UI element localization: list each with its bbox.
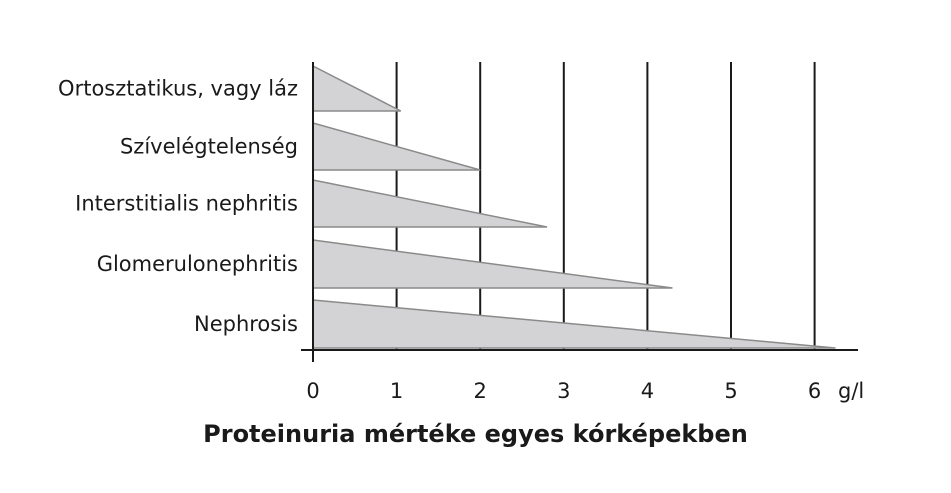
category-label: Nephrosis	[194, 312, 298, 336]
bars	[312, 64, 836, 349]
bar-1	[312, 64, 402, 112]
tick-label: 4	[641, 379, 654, 403]
category-labels: Ortosztatikus, vagy láz Szívelégtelenség I…	[58, 77, 298, 337]
tick-label: 2	[474, 379, 487, 403]
tick-label: 0	[306, 379, 319, 403]
category-label: Szívelégtelenség	[120, 135, 298, 159]
proteinuria-chart: 0 1 2 3 4 5 6 g/l Ortosztatikus, vagy láz Szível…	[58, 62, 864, 403]
category-label: Glomerulonephritis	[97, 252, 298, 276]
category-label: Ortosztatikus, vagy láz	[58, 77, 298, 101]
tick-label: 1	[390, 379, 403, 403]
grid-lines	[395, 62, 816, 350]
bar-5	[312, 299, 836, 349]
bar-3	[312, 179, 548, 228]
x-axis: 0 1 2 3 4 5 6 g/l	[301, 62, 864, 403]
unit-label: g/l	[838, 379, 864, 403]
bar-4	[312, 239, 673, 289]
tick-label: 6	[808, 379, 821, 403]
category-label: Interstitialis nephritis	[75, 192, 298, 216]
tick-label: 3	[557, 379, 570, 403]
tick-label: 5	[724, 379, 737, 403]
chart-title: Proteinuria mértéke egyes kórképekben	[203, 420, 748, 448]
